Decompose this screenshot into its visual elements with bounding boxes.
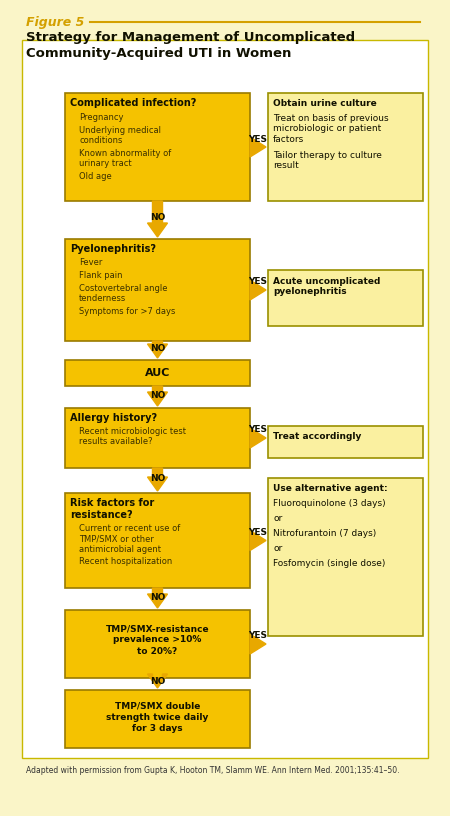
Polygon shape xyxy=(250,428,266,448)
Text: Pyelonephritis?: Pyelonephritis? xyxy=(70,244,156,254)
Bar xyxy=(22,40,428,758)
Text: Community-Acquired UTI in Women: Community-Acquired UTI in Women xyxy=(26,47,292,60)
Text: Treat on basis of previous
microbiologic or patient
factors: Treat on basis of previous microbiologic… xyxy=(273,114,389,144)
Polygon shape xyxy=(148,386,167,406)
Text: Allergy history?: Allergy history? xyxy=(70,413,157,423)
Polygon shape xyxy=(148,201,167,237)
Bar xyxy=(65,610,250,678)
Text: Symptoms for >7 days: Symptoms for >7 days xyxy=(79,307,176,316)
Text: Old age: Old age xyxy=(79,172,112,181)
Text: or: or xyxy=(273,514,282,523)
Text: Fluoroquinolone (3 days): Fluoroquinolone (3 days) xyxy=(273,499,386,508)
Text: YES: YES xyxy=(248,277,267,286)
Bar xyxy=(65,239,250,341)
Text: YES: YES xyxy=(248,632,267,641)
Bar xyxy=(65,493,250,588)
Polygon shape xyxy=(250,634,266,654)
Bar xyxy=(268,93,423,201)
Text: NO: NO xyxy=(150,677,165,686)
Text: Current or recent use of
TMP/SMX or other
antimicrobial agent: Current or recent use of TMP/SMX or othe… xyxy=(79,524,180,554)
Text: Recent hospitalization: Recent hospitalization xyxy=(79,557,172,566)
Text: TMP/SMX double
strength twice daily
for 3 days: TMP/SMX double strength twice daily for … xyxy=(106,702,209,733)
Text: NO: NO xyxy=(150,391,165,400)
Polygon shape xyxy=(250,137,266,157)
Text: NO: NO xyxy=(150,474,165,483)
Text: Use alternative agent:: Use alternative agent: xyxy=(273,484,387,493)
Text: AUC: AUC xyxy=(145,368,170,378)
Text: Recent microbiologic test
results available?: Recent microbiologic test results availa… xyxy=(79,427,186,446)
Text: Treat accordingly: Treat accordingly xyxy=(273,432,361,441)
Text: YES: YES xyxy=(248,425,267,434)
Bar xyxy=(65,690,250,748)
Text: Tailor therapy to culture
result: Tailor therapy to culture result xyxy=(273,151,382,171)
Text: Nitrofurantoin (7 days): Nitrofurantoin (7 days) xyxy=(273,529,376,538)
Bar xyxy=(268,270,423,326)
Text: Figure 5: Figure 5 xyxy=(26,16,85,29)
Text: Adapted with permission from Gupta K, Hooton TM, Slamm WE. Ann Intern Med. 2001;: Adapted with permission from Gupta K, Ho… xyxy=(26,766,400,775)
Text: Obtain urine culture: Obtain urine culture xyxy=(273,99,377,108)
Text: Costovertebral angle
tenderness: Costovertebral angle tenderness xyxy=(79,284,167,304)
Polygon shape xyxy=(148,341,167,358)
Polygon shape xyxy=(148,674,167,688)
Bar xyxy=(65,93,250,201)
Text: YES: YES xyxy=(248,528,267,537)
Text: TMP/SMX-resistance
prevalence >10%
to 20%?: TMP/SMX-resistance prevalence >10% to 20… xyxy=(106,624,209,655)
Text: NO: NO xyxy=(150,592,165,601)
Bar xyxy=(268,426,423,458)
Polygon shape xyxy=(148,588,167,608)
Text: Complicated infection?: Complicated infection? xyxy=(70,98,196,108)
Text: NO: NO xyxy=(150,214,165,223)
Text: Risk factors for
resistance?: Risk factors for resistance? xyxy=(70,498,154,521)
Polygon shape xyxy=(250,280,266,300)
Text: Strategy for Management of Uncomplicated: Strategy for Management of Uncomplicated xyxy=(26,31,355,44)
Text: Pregnancy: Pregnancy xyxy=(79,113,123,122)
Bar xyxy=(65,360,250,386)
Text: YES: YES xyxy=(248,135,267,144)
Text: Fosfomycin (single dose): Fosfomycin (single dose) xyxy=(273,559,385,568)
Text: Flank pain: Flank pain xyxy=(79,271,122,280)
Polygon shape xyxy=(250,530,266,551)
Polygon shape xyxy=(148,468,167,491)
Text: Fever: Fever xyxy=(79,258,103,267)
Text: NO: NO xyxy=(150,344,165,353)
Text: Acute uncomplicated
pyelonephritis: Acute uncomplicated pyelonephritis xyxy=(273,277,380,296)
Bar xyxy=(268,478,423,636)
Text: Underlying medical
conditions: Underlying medical conditions xyxy=(79,126,161,145)
Text: Known abnormality of
urinary tract: Known abnormality of urinary tract xyxy=(79,149,171,168)
Bar xyxy=(65,408,250,468)
Text: or: or xyxy=(273,544,282,553)
